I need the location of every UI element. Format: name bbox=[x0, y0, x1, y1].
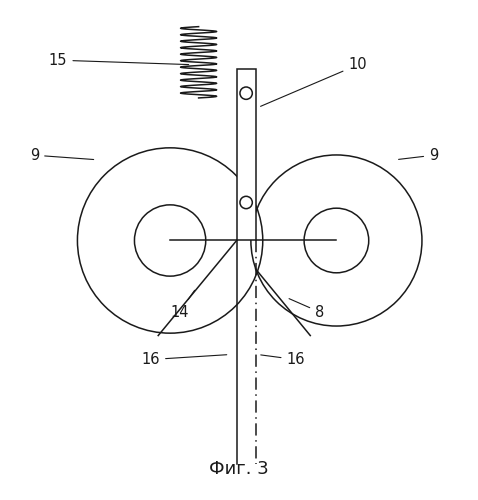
Text: 15: 15 bbox=[49, 52, 189, 68]
Text: 16: 16 bbox=[261, 352, 305, 367]
Text: 9: 9 bbox=[30, 148, 94, 162]
Text: 10: 10 bbox=[261, 58, 367, 106]
Text: 14: 14 bbox=[170, 290, 195, 320]
Text: 16: 16 bbox=[141, 352, 227, 367]
Text: 9: 9 bbox=[399, 148, 438, 162]
Text: 8: 8 bbox=[289, 298, 324, 320]
Text: Фиг. 3: Фиг. 3 bbox=[209, 460, 269, 478]
Bar bbox=[237, 70, 256, 240]
